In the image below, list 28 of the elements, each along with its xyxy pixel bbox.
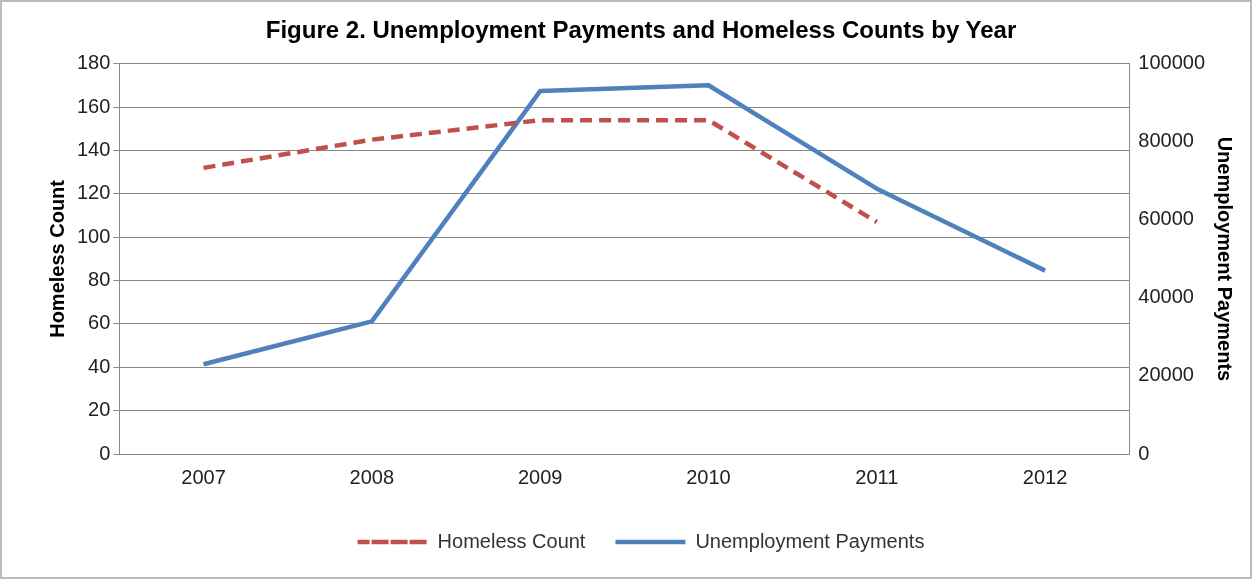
y-tick-label: 40 [88, 354, 111, 377]
legend-label: Unemployment Payments [695, 529, 925, 552]
y-tick-label: 180 [76, 51, 111, 74]
y-tick-label: 80 [88, 268, 111, 291]
y2-tick-label: 40000 [1138, 285, 1194, 308]
line-series [201, 117, 880, 225]
x-tick-label: 2011 [855, 465, 899, 488]
y-tick-label: 0 [99, 441, 111, 464]
y2-tick-label: 20000 [1138, 363, 1194, 386]
y2-tick-label: 60000 [1138, 207, 1194, 230]
y-tick-label: 20 [88, 398, 111, 421]
y-tick-label: 100 [76, 224, 111, 247]
legend-label: Homeless Count [437, 529, 586, 552]
y-tick-label: 160 [76, 94, 111, 117]
y-axis-title: Homeless Count [45, 179, 68, 338]
x-tick-label: 2012 [1022, 465, 1068, 488]
x-tick-label: 2009 [517, 465, 563, 488]
chart-title: Figure 2. Unemployment Payments and Homeless Counts by Year [265, 16, 1017, 44]
y2-axis-title: Unemployment Payments [1214, 136, 1237, 382]
y2-tick-label: 80000 [1138, 129, 1194, 152]
x-tick-label: 2007 [181, 465, 226, 488]
y-tick-label: 140 [76, 138, 111, 161]
y2-tick-label: 0 [1138, 441, 1150, 464]
y-tick-label: 60 [88, 311, 111, 334]
x-tick-label: 2010 [686, 465, 731, 488]
y2-tick-label: 100000 [1138, 51, 1206, 74]
x-tick-label: 2008 [349, 465, 395, 488]
y-tick-label: 120 [76, 181, 111, 204]
